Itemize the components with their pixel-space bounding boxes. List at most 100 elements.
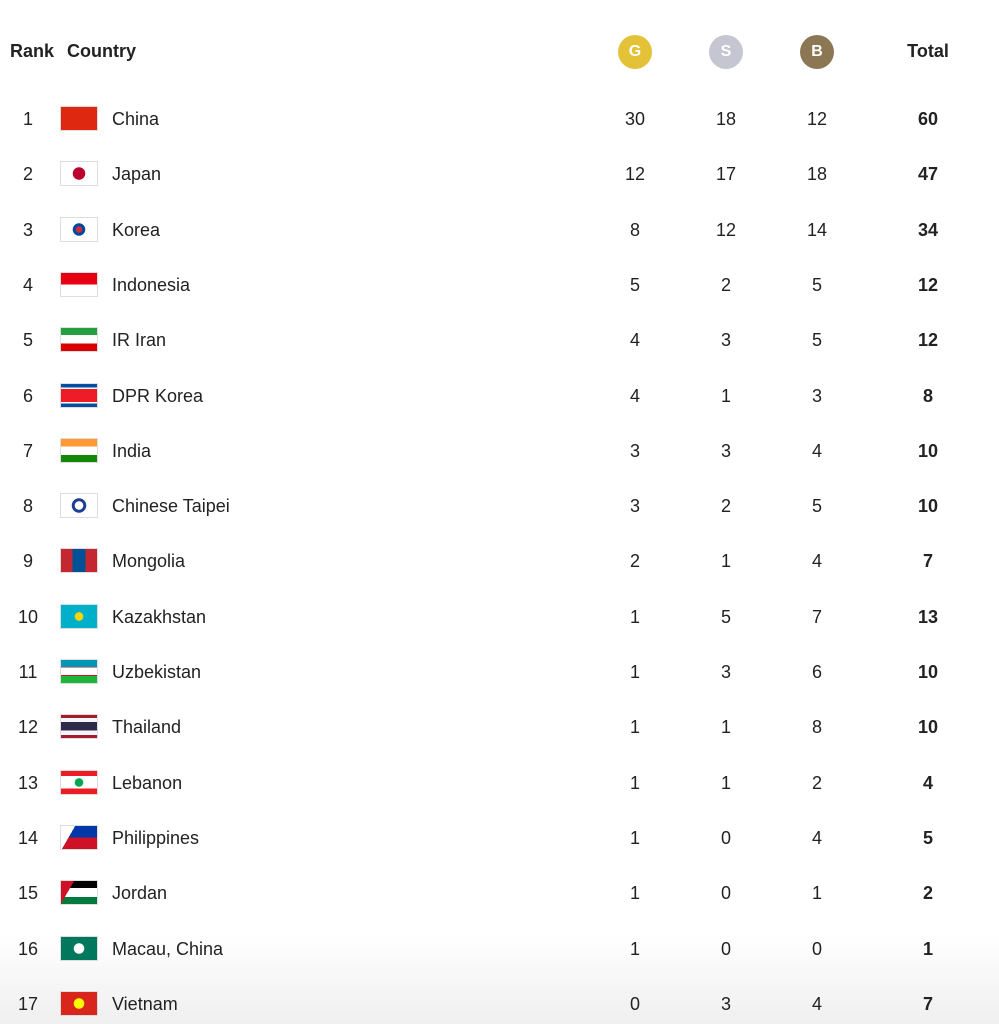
silver-cell: 3 bbox=[720, 330, 732, 351]
korea-flag-icon bbox=[60, 216, 98, 242]
bronze-cell: 4 bbox=[811, 440, 823, 461]
gold-cell: 1 bbox=[629, 938, 641, 959]
bronze-cell: 7 bbox=[811, 606, 823, 627]
silver-cell: 2 bbox=[720, 274, 732, 295]
total-header: Total bbox=[907, 41, 949, 61]
table-row[interactable]: 2 Japan 12 17 18 47 bbox=[0, 154, 999, 194]
gold-cell: 4 bbox=[629, 385, 641, 406]
country-name[interactable]: Japan bbox=[112, 164, 162, 185]
table-row[interactable]: 13 Lebanon 1 1 2 4 bbox=[0, 763, 999, 803]
total-cell: 5 bbox=[922, 827, 934, 848]
country-name[interactable]: Philippines bbox=[112, 827, 200, 848]
rank-cell: 4 bbox=[22, 274, 34, 295]
country-name[interactable]: IR Iran bbox=[112, 330, 167, 351]
table-row[interactable]: 9 Mongolia 2 1 4 7 bbox=[0, 541, 999, 581]
rank-cell: 13 bbox=[17, 772, 39, 793]
gold-cell: 5 bbox=[629, 274, 641, 295]
silver-cell: 17 bbox=[715, 164, 737, 185]
country-name[interactable]: Chinese Taipei bbox=[112, 496, 230, 517]
total-cell: 2 bbox=[922, 883, 934, 904]
japan-flag-icon bbox=[60, 161, 98, 187]
gold-cell: 1 bbox=[629, 606, 641, 627]
indonesia-flag-icon bbox=[60, 271, 98, 297]
gold-cell: 1 bbox=[629, 662, 641, 682]
bottom-fade bbox=[0, 934, 999, 1024]
table-row[interactable]: 16 Macau, China 1 0 0 1 bbox=[0, 929, 999, 969]
country-name[interactable]: India bbox=[112, 440, 152, 461]
country-name[interactable]: Indonesia bbox=[112, 274, 191, 295]
rank-cell: 3 bbox=[22, 219, 34, 240]
table-row[interactable]: 4 Indonesia 5 2 5 12 bbox=[0, 265, 999, 305]
total-cell: 8 bbox=[922, 385, 934, 406]
bronze-cell: 18 bbox=[806, 164, 828, 185]
bronze-cell: 0 bbox=[811, 938, 823, 959]
chinese-taipei-flag-icon bbox=[60, 493, 98, 519]
jordan-flag-icon bbox=[60, 880, 98, 906]
table-row[interactable]: 12 Thailand 1 1 8 10 bbox=[0, 707, 999, 747]
table-row[interactable]: 8 Chinese Taipei 3 2 5 10 bbox=[0, 486, 999, 526]
silver-cell: 0 bbox=[720, 883, 732, 904]
macau-flag-icon bbox=[60, 935, 98, 961]
gold-cell: 1 bbox=[629, 827, 641, 848]
table-row[interactable]: 17 Vietnam 0 3 4 7 bbox=[0, 984, 999, 1024]
table-row[interactable]: 3 Korea 8 12 14 34 bbox=[0, 210, 999, 250]
silver-cell: 18 bbox=[715, 109, 737, 129]
silver-cell: 1 bbox=[720, 551, 732, 572]
rank-cell: 7 bbox=[22, 440, 34, 461]
bronze-cell: 5 bbox=[811, 274, 823, 295]
gold-medal-icon: G bbox=[618, 35, 652, 69]
iran-flag-icon bbox=[60, 327, 98, 353]
bronze-cell: 5 bbox=[811, 330, 823, 351]
total-cell: 4 bbox=[922, 772, 934, 793]
country-name[interactable]: Vietnam bbox=[112, 993, 178, 1014]
country-name[interactable]: DPR Korea bbox=[112, 385, 204, 406]
country-name[interactable]: Lebanon bbox=[112, 772, 183, 793]
gold-cell: 8 bbox=[629, 219, 641, 240]
uzbekistan-flag-icon bbox=[60, 659, 98, 684]
country-name[interactable]: Mongolia bbox=[112, 551, 186, 572]
table-row[interactable]: 5 IR Iran 4 3 5 12 bbox=[0, 320, 999, 360]
total-cell: 12 bbox=[917, 274, 939, 295]
table-row[interactable]: 14 Philippines 1 0 4 5 bbox=[0, 818, 999, 858]
total-cell: 10 bbox=[917, 440, 939, 461]
country-header: Country bbox=[67, 41, 136, 61]
table-row[interactable]: 11 Uzbekistan 1 3 6 10 bbox=[0, 652, 999, 692]
table-row[interactable]: 6 DPR Korea 4 1 3 8 bbox=[0, 376, 999, 416]
table-row[interactable]: 1 China 30 18 12 60 bbox=[0, 99, 999, 139]
gold-cell: 1 bbox=[629, 717, 641, 738]
philippines-flag-icon bbox=[60, 824, 98, 850]
thailand-flag-icon bbox=[60, 714, 98, 740]
country-name[interactable]: Korea bbox=[112, 219, 161, 240]
country-name[interactable]: Kazakhstan bbox=[112, 606, 207, 627]
bronze-cell: 4 bbox=[811, 551, 823, 572]
bronze-cell: 14 bbox=[806, 219, 828, 240]
silver-cell: 12 bbox=[715, 219, 737, 240]
rank-cell: 16 bbox=[17, 938, 39, 959]
rank-cell: 6 bbox=[22, 385, 34, 406]
table-row[interactable]: 15 Jordan 1 0 1 2 bbox=[0, 873, 999, 913]
silver-cell: 0 bbox=[720, 827, 732, 848]
total-cell: 12 bbox=[917, 330, 939, 351]
lebanon-flag-icon bbox=[60, 769, 98, 795]
bronze-medal-icon: B bbox=[800, 35, 834, 69]
country-name[interactable]: Thailand bbox=[112, 717, 182, 738]
gold-cell: 12 bbox=[624, 164, 646, 185]
table-row[interactable]: 7 India 3 3 4 10 bbox=[0, 431, 999, 471]
table-row[interactable]: 10 Kazakhstan 1 5 7 13 bbox=[0, 597, 999, 637]
china-flag-icon bbox=[60, 106, 98, 131]
silver-cell: 0 bbox=[720, 938, 732, 959]
country-name[interactable]: Jordan bbox=[112, 883, 168, 904]
country-name[interactable]: China bbox=[112, 109, 160, 129]
bronze-cell: 4 bbox=[811, 993, 823, 1014]
rank-cell: 8 bbox=[22, 496, 34, 517]
gold-cell: 4 bbox=[629, 330, 641, 351]
kazakhstan-flag-icon bbox=[60, 603, 98, 629]
gold-cell: 1 bbox=[629, 772, 641, 793]
country-name[interactable]: Macau, China bbox=[112, 938, 224, 959]
silver-cell: 5 bbox=[720, 606, 732, 627]
country-name[interactable]: Uzbekistan bbox=[112, 662, 202, 682]
bronze-cell: 3 bbox=[811, 385, 823, 406]
silver-cell: 2 bbox=[720, 496, 732, 517]
bronze-cell: 12 bbox=[806, 109, 828, 129]
india-flag-icon bbox=[60, 437, 98, 463]
